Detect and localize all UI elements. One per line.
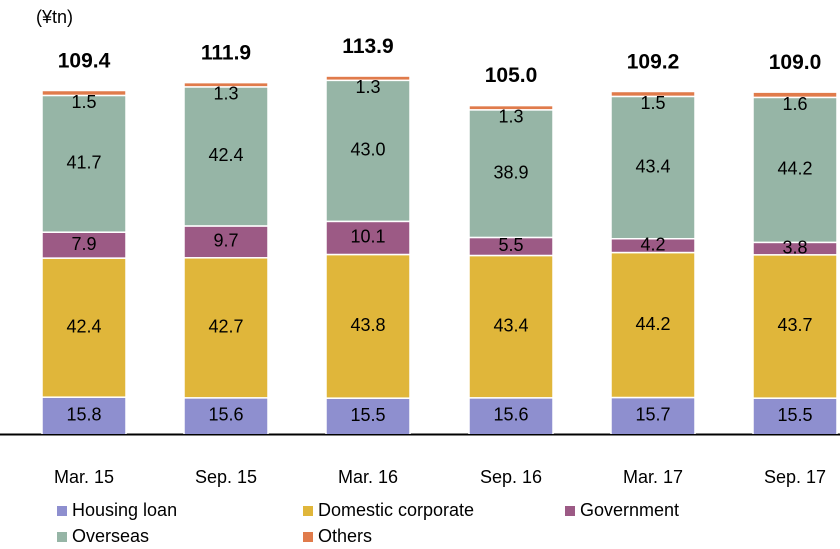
data-label: 38.9 [493,162,528,182]
bar-segment [610,251,696,399]
x-tick-label: Mar. 15 [54,467,114,487]
bar-segment [183,86,269,227]
legend-swatch [303,506,313,516]
data-label: 4.2 [640,234,665,254]
data-label: 9.7 [213,231,238,251]
total-label: 109.2 [627,50,680,73]
bar-segment [752,254,838,399]
data-label: 42.7 [208,317,243,337]
total-label: 109.0 [769,51,822,74]
total-label: 111.9 [201,42,251,65]
bar-segment [610,396,696,434]
legend-label: Government [580,500,679,520]
data-label: 1.3 [213,84,238,104]
data-label: 43.8 [350,315,385,335]
bar-segment [325,397,411,434]
total-label: 109.4 [58,50,111,73]
total-label: 113.9 [342,35,393,58]
x-tick-label: Sep. 15 [195,467,257,487]
bar-segment [752,91,838,99]
bar-segment [325,75,411,82]
data-label: 15.7 [635,405,670,425]
data-label: 43.4 [493,315,528,335]
data-label: 43.4 [635,156,670,176]
data-label: 1.5 [640,93,665,113]
bar-segment [468,397,554,434]
legend-swatch [303,532,313,542]
data-label: 3.8 [782,237,807,257]
bar-segment [468,254,554,399]
data-label: 15.6 [493,405,528,425]
bar-segment [610,95,696,240]
bar-segment [752,96,838,244]
data-label: 41.7 [66,153,101,173]
data-label: 1.5 [71,92,96,112]
x-tick-label: Sep. 17 [764,467,826,487]
total-label: 105.0 [485,64,538,87]
bar-segment [468,104,554,111]
data-label: 10.1 [350,227,385,247]
data-label: 42.4 [208,145,243,165]
unit-label: (¥tn) [36,7,73,27]
data-label: 5.5 [498,235,523,255]
legend-label: Others [318,526,372,546]
legend-swatch [565,506,575,516]
bar-segment [41,257,127,398]
data-label: 44.2 [635,314,670,334]
legend-label: Housing loan [72,500,177,520]
legend-swatch [57,532,67,542]
bar-segment [325,79,411,223]
bar-segment [41,89,127,97]
data-label: 43.0 [350,140,385,160]
data-label: 7.9 [71,234,96,254]
x-tick-label: Mar. 17 [623,467,683,487]
x-tick-label: Sep. 16 [480,467,542,487]
bar-segment [610,90,696,98]
data-label: 15.8 [66,404,101,424]
data-label: 43.7 [777,315,812,335]
bar-segment [468,109,554,239]
data-label: 15.6 [208,405,243,425]
data-label: 42.4 [66,316,101,336]
bar-segment [41,396,127,434]
bar-segment [183,81,269,88]
bar-segment [183,257,269,399]
bar-segment [41,231,127,259]
legend-swatch [57,506,67,516]
data-label: 15.5 [350,405,385,425]
x-tick-label: Mar. 16 [338,467,398,487]
bar-segment [183,397,269,434]
bar-segment [325,253,411,399]
data-label: 15.5 [777,405,812,425]
data-label: 1.3 [498,107,523,127]
data-label: 1.3 [355,77,380,97]
legend-label: Domestic corporate [318,500,474,520]
bar-segment [183,225,269,259]
legend-label: Overseas [72,526,149,546]
bars [41,75,838,434]
data-label: 1.6 [782,94,807,114]
data-label: 44.2 [777,159,812,179]
